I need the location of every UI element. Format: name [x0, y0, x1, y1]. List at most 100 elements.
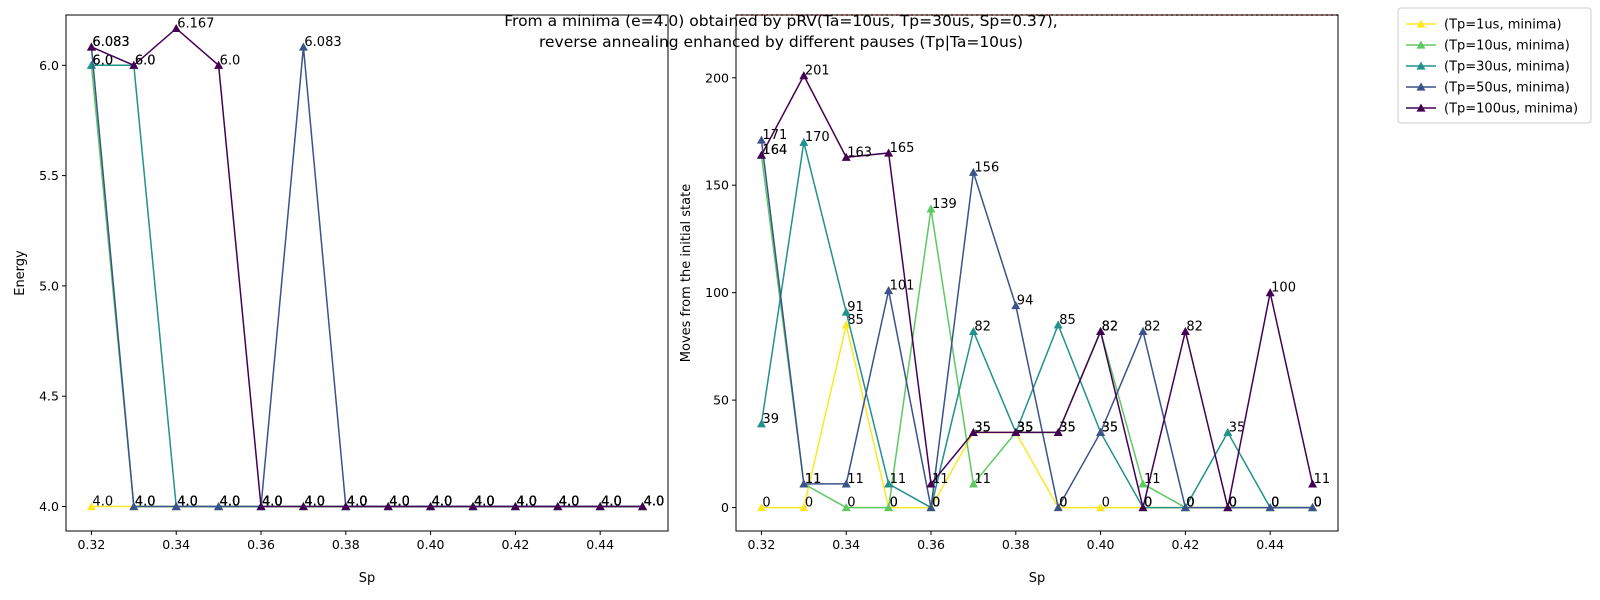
data-label: 91: [847, 300, 864, 315]
x-tick-label: 0.36: [247, 537, 275, 552]
data-label: 35: [1229, 420, 1246, 435]
data-point: [553, 502, 563, 511]
data-label: 85: [847, 313, 864, 328]
data-point: [1180, 326, 1190, 335]
data-label: 11: [1314, 472, 1331, 487]
data-label: 0: [932, 496, 940, 511]
data-point: [926, 204, 936, 213]
data-point: [1180, 503, 1190, 512]
legend-entry: (Tp=30us, minima): [1406, 60, 1570, 75]
legend-marker: [1416, 82, 1426, 91]
data-label: 139: [932, 197, 957, 212]
data-label: 164: [762, 143, 787, 158]
data-label: 0: [847, 496, 855, 511]
data-point: [799, 137, 809, 146]
axes-frame: [735, 14, 1339, 532]
data-point: [1308, 479, 1318, 488]
data-label: 11: [974, 472, 991, 487]
data-point: [1011, 301, 1021, 310]
data-label: 0: [890, 496, 898, 511]
x-tick-label: 0.38: [332, 537, 360, 552]
data-label: 0: [1271, 496, 1279, 511]
data-label: 6.0: [92, 53, 113, 68]
data-label: 82: [1102, 319, 1119, 334]
data-point: [841, 479, 851, 488]
data-label: 170: [805, 130, 830, 145]
x-tick-label: 0.32: [748, 537, 776, 552]
x-axis-label: Sp: [1029, 571, 1046, 586]
data-label: 164: [762, 143, 787, 158]
data-point: [86, 502, 96, 511]
data-point: [426, 502, 436, 511]
y-axis-label: Energy: [13, 250, 28, 296]
data-label: 11: [932, 472, 949, 487]
data-label: 94: [1017, 294, 1034, 309]
data-label: 163: [847, 145, 872, 160]
legend-label: (Tp=10us, minima): [1444, 39, 1570, 54]
y-tick-label: 150: [705, 178, 729, 193]
data-label: 0: [1186, 496, 1194, 511]
x-tick-label: 0.42: [501, 537, 529, 552]
data-label: 35: [1059, 420, 1076, 435]
y-tick-label: 5.5: [39, 168, 59, 183]
data-label: 6.0: [135, 53, 156, 68]
data-label: 4.0: [347, 495, 368, 510]
data-point: [968, 479, 978, 488]
data-point: [799, 503, 809, 512]
data-point: [926, 503, 936, 512]
data-label: 11: [1144, 472, 1161, 487]
legend: (Tp=1us, minima) (Tp=10us, minima) (Tp=30u…: [1397, 7, 1592, 124]
data-label: 39: [762, 412, 779, 427]
data-label: 6.167: [177, 16, 214, 31]
data-label: 4.0: [389, 495, 410, 510]
data-label: 0: [1229, 496, 1237, 511]
data-label: 35: [974, 420, 991, 435]
data-point: [1053, 427, 1063, 436]
legend-label: (Tp=30us, minima): [1444, 60, 1570, 75]
chart-title-line-2: reverse annealing enhanced by different …: [539, 33, 1023, 51]
legend-marker: [1416, 61, 1426, 70]
legend-entry: (Tp=100us, minima): [1406, 102, 1578, 117]
data-point: [1308, 503, 1318, 512]
data-label: 35: [1102, 420, 1119, 435]
data-label: 201: [805, 64, 830, 79]
data-label: 0: [1144, 496, 1152, 511]
data-point: [1138, 503, 1148, 512]
legend-entry: (Tp=50us, minima): [1406, 81, 1570, 96]
data-point: [756, 419, 766, 428]
legend-box: [1397, 7, 1592, 124]
series-line: [91, 27, 643, 508]
data-point: [86, 42, 96, 51]
data-label: 11: [847, 472, 864, 487]
data-point: [383, 502, 393, 511]
data-label: 4.0: [516, 495, 537, 510]
data-point: [1223, 427, 1233, 436]
data-point: [1223, 503, 1233, 512]
x-axis-label: Sp: [359, 571, 376, 586]
data-point: [841, 152, 851, 161]
y-tick-label: 200: [705, 70, 729, 85]
data-label: 4.0: [304, 495, 325, 510]
x-tick-label: 0.36: [917, 537, 945, 552]
data-label: 0: [1229, 496, 1237, 511]
data-label: 4.0: [92, 495, 113, 510]
legend-entry: (Tp=1us, minima): [1406, 18, 1562, 33]
legend-label: (Tp=1us, minima): [1444, 18, 1562, 33]
data-label: 35: [1017, 420, 1034, 435]
data-label: 82: [1186, 319, 1203, 334]
axes-frame: [65, 14, 669, 532]
data-point: [510, 502, 520, 511]
data-label: 0: [1059, 496, 1067, 511]
data-point: [968, 427, 978, 436]
data-point: [298, 42, 308, 51]
data-point: [171, 23, 181, 33]
data-label: 4.0: [474, 495, 495, 510]
data-label: 165: [890, 141, 915, 156]
data-point: [1096, 326, 1106, 335]
data-label: 4.0: [644, 495, 665, 510]
data-label: 0: [805, 496, 813, 511]
energy-panel: 4.0 4.0 4.0 4.0 4.0 4.0 4.0 4.0 4.0 4.0 4.0 4.0 4.0 4…: [13, 14, 669, 586]
series-line: [760, 139, 1313, 510]
